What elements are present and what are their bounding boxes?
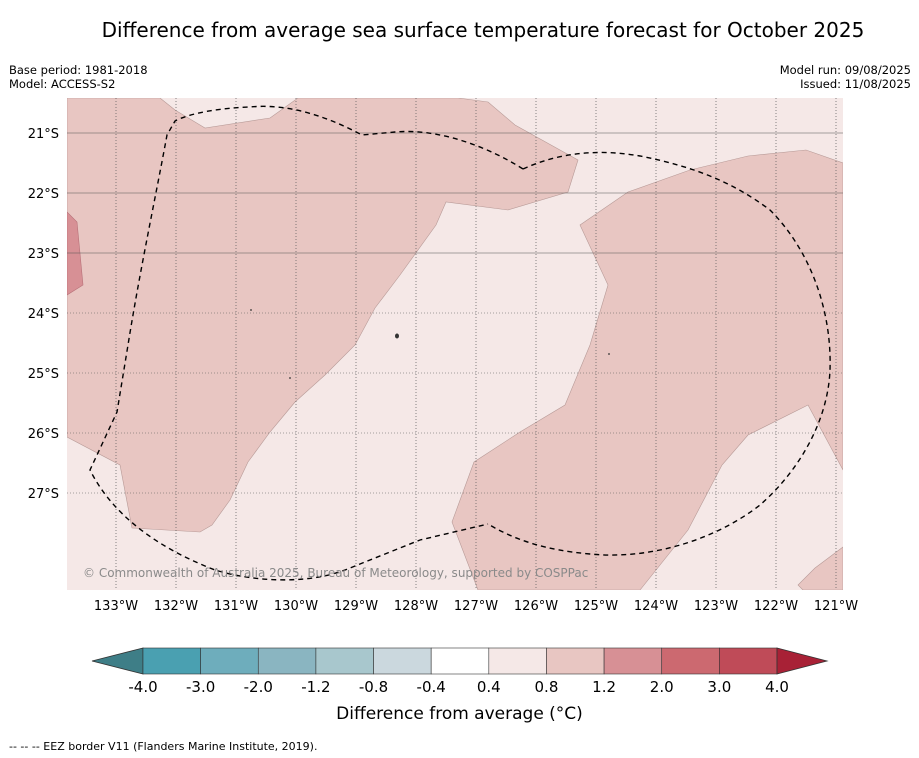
colorbar-box [315, 647, 374, 675]
lon-label: 129°W [334, 599, 378, 614]
longitude-labels: 133°W 132°W 131°W 130°W 129°W 128°W 127°… [94, 599, 858, 614]
lon-label: 123°W [694, 599, 738, 614]
anomaly-1.2-2.0-region [67, 211, 84, 296]
anomaly-0.8-1.2-region-west [67, 98, 579, 533]
lon-label: 125°W [574, 599, 618, 614]
lat-label: 27°S [28, 487, 59, 502]
colorbar-tick-label: 4.0 [765, 678, 789, 696]
lon-label: 132°W [154, 599, 198, 614]
colorbar-box [373, 647, 432, 675]
lon-label: 121°W [814, 599, 858, 614]
colorbar-extend-low [91, 647, 144, 675]
islands [250, 309, 610, 379]
colorbar-box [546, 647, 605, 675]
lon-label: 122°W [754, 599, 798, 614]
meridian-lines [115, 98, 837, 590]
lat-label: 24°S [28, 307, 59, 322]
anomaly-0.8-1.2-region-east [451, 149, 843, 590]
colorbar-box [661, 647, 720, 675]
lon-label: 131°W [214, 599, 258, 614]
colorbar-box [257, 647, 317, 675]
colorbar-box [430, 647, 490, 675]
colorbar-tick-label: -0.4 [417, 678, 446, 696]
lat-label: 21°S [28, 127, 59, 142]
colorbar-box [142, 647, 201, 675]
anomaly-0.8-1.2-region-southeast [797, 546, 843, 590]
colorbar-box [719, 647, 778, 675]
colorbar: -4.0 -3.0 -2.0 -1.2 -0.8 -0.4 0.4 0.8 1.2 2.0 3.0 4… [91, 647, 829, 696]
colorbar-tick-label: 2.0 [650, 678, 674, 696]
lon-label: 124°W [634, 599, 678, 614]
issued-date: Issued: 11/08/2025 [800, 77, 911, 91]
colorbar-tick-label: 0.4 [477, 678, 501, 696]
colorbar-box [603, 647, 663, 675]
colorbar-tick-label: 0.8 [535, 678, 559, 696]
model-name: Model: ACCESS-S2 [9, 77, 116, 91]
lat-label: 25°S [28, 367, 59, 382]
colorbar-tick-label: 3.0 [707, 678, 731, 696]
lat-label: 26°S [28, 427, 59, 442]
eez-border-east [487, 151, 831, 556]
latitude-labels: 21°S 22°S 23°S 24°S 25°S 26°S 27°S [28, 127, 59, 502]
colorbar-box [200, 647, 259, 675]
colorbar-tick-label: -3.0 [186, 678, 215, 696]
colorbar-tick-label: -4.0 [128, 678, 157, 696]
colorbar-label: Difference from average (°C) [336, 704, 583, 724]
meta-right: Model run: 09/08/2025 Issued: 11/08/2025 [780, 63, 911, 91]
colorbar-tick-label: -0.8 [359, 678, 388, 696]
map-area: © Commonwealth of Australia 2025, Bureau… [67, 98, 843, 590]
lon-label: 128°W [394, 599, 438, 614]
grid-lines [67, 132, 843, 494]
lon-label: 126°W [514, 599, 558, 614]
map-title: Difference from average sea surface temp… [101, 18, 865, 42]
lon-label: 127°W [454, 599, 498, 614]
copyright-notice: © Commonwealth of Australia 2025, Bureau… [83, 566, 588, 580]
colorbar-tick-label: 1.2 [592, 678, 616, 696]
base-period: Base period: 1981-2018 [9, 63, 148, 77]
lat-label: 23°S [28, 247, 59, 262]
eez-border-west [89, 105, 524, 581]
lon-label: 130°W [274, 599, 318, 614]
colorbar-box [488, 647, 547, 675]
lon-label: 133°W [94, 599, 138, 614]
model-run: Model run: 09/08/2025 [779, 63, 911, 77]
eez-footnote: -- -- -- EEZ border V11 (Flanders Marine… [9, 740, 318, 753]
lat-label: 22°S [28, 187, 59, 202]
colorbar-extend-high [776, 647, 829, 675]
colorbar-tick-label: -2.0 [244, 678, 273, 696]
meta-left: Base period: 1981-2018 Model: ACCESS-S2 [9, 63, 148, 91]
colorbar-tick-label: -1.2 [301, 678, 330, 696]
